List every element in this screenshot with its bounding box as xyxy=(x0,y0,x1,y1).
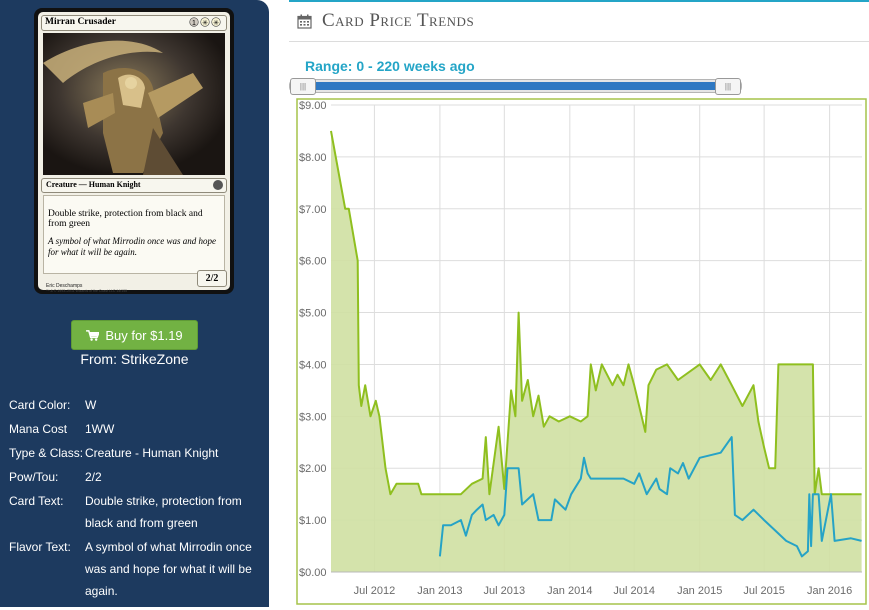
card-name: Mirran Crusader xyxy=(45,17,116,27)
card-copyright: ™ & © 1993–2011 Wizards of the Coast LLC… xyxy=(46,289,128,293)
crusader-art-image xyxy=(43,33,225,175)
detail-label: Type & Class: xyxy=(9,446,84,460)
card-name-bar: Mirran Crusader 1 ✳ ✳ xyxy=(41,15,227,31)
card-mana-cost: 1 ✳ ✳ xyxy=(189,17,223,29)
detail-value: 1WW xyxy=(85,422,115,436)
mana-symbols-icon: 1 ✳ ✳ xyxy=(189,17,221,27)
panel-header: Card Price Trends xyxy=(297,10,474,32)
title-divider xyxy=(289,41,869,42)
x-tick-label: Jan 2013 xyxy=(417,585,462,597)
x-tick-label: Jul 2015 xyxy=(743,585,785,597)
card-flavor-text: A symbol of what Mirrodin once was and h… xyxy=(48,236,216,257)
y-tick-label: $5.00 xyxy=(299,308,327,320)
y-tick-label: $3.00 xyxy=(299,411,327,423)
card-type-bar: Creature — Human Knight xyxy=(41,178,227,193)
card-image: Mirran Crusader 1 ✳ ✳ xyxy=(34,8,234,294)
detail-label: Pow/Tou: xyxy=(9,470,59,484)
buy-button[interactable]: Buy for $1.19 xyxy=(71,320,198,350)
detail-label: Card Color: xyxy=(9,398,71,412)
detail-label: Mana Cost xyxy=(9,422,68,436)
price-chart: $0.00 $1.00 $2.00 $3.00 $4.00 $5.00 $6.00 $7.00… xyxy=(296,98,867,605)
range-label: Range: 0 - 220 weeks ago xyxy=(305,58,475,74)
card-art-image xyxy=(43,33,225,175)
card-rules-text: Double strike, protection from black and… xyxy=(48,209,203,229)
y-tick-label: $8.00 xyxy=(299,152,327,164)
x-tick-label: Jan 2015 xyxy=(677,585,722,597)
svg-text:1: 1 xyxy=(192,20,196,27)
detail-label: Flavor Text: xyxy=(9,540,71,554)
panel-top-accent xyxy=(289,0,869,2)
svg-text:✳: ✳ xyxy=(213,19,219,27)
detail-value: 2/2 xyxy=(85,470,102,484)
card-type-line: Creature — Human Knight xyxy=(46,180,141,189)
y-tick-label: $6.00 xyxy=(299,256,327,268)
range-handle-end[interactable]: ||| xyxy=(715,78,741,95)
series-0-area xyxy=(331,130,862,572)
range-handle-start[interactable]: ||| xyxy=(290,78,316,95)
x-tick-label: Jul 2012 xyxy=(354,585,396,597)
card-frame: Mirran Crusader 1 ✳ ✳ xyxy=(38,12,230,293)
panel-title: Card Price Trends xyxy=(322,10,475,31)
y-tick-label: $4.00 xyxy=(299,359,327,371)
set-symbol-icon xyxy=(213,180,223,190)
y-tick-label: $0.00 xyxy=(299,567,327,579)
detail-value: A symbol of what Mirrodin once was and h… xyxy=(85,540,252,598)
series-1-line xyxy=(438,436,862,558)
card-sidebar: Mirran Crusader 1 ✳ ✳ xyxy=(0,0,269,607)
svg-text:✳: ✳ xyxy=(202,19,208,27)
range-slider[interactable]: ||| ||| xyxy=(289,78,742,95)
x-tick-label: Jan 2016 xyxy=(807,585,852,597)
shopping-cart-icon xyxy=(86,329,100,341)
y-tick-label: $9.00 xyxy=(299,100,327,112)
y-tick-label: $2.00 xyxy=(299,463,327,475)
card-text-box: Double strike, protection from black and… xyxy=(43,195,225,274)
buy-button-label: Buy for $1.19 xyxy=(105,327,183,343)
y-tick-label: $7.00 xyxy=(299,204,327,216)
card-artist: Eric Deschamps xyxy=(46,283,83,289)
detail-value: W xyxy=(85,398,97,412)
x-tick-label: Jul 2013 xyxy=(484,585,526,597)
price-chart-svg: $0.00 $1.00 $2.00 $3.00 $4.00 $5.00 $6.00 $7.00… xyxy=(296,98,867,605)
detail-value: Double strike, protection from black and… xyxy=(85,494,242,530)
detail-value: Creature - Human Knight xyxy=(85,446,219,460)
x-tick-label: Jan 2014 xyxy=(547,585,592,597)
series-0-line xyxy=(330,130,862,496)
y-tick-label: $1.00 xyxy=(299,515,327,527)
range-slider-fill xyxy=(292,82,739,90)
calendar-icon xyxy=(297,14,312,29)
detail-label: Card Text: xyxy=(9,494,64,508)
seller-label: From: StrikeZone xyxy=(80,351,189,367)
card-power-toughness: 2/2 xyxy=(197,270,227,287)
x-tick-label: Jul 2014 xyxy=(613,585,655,597)
